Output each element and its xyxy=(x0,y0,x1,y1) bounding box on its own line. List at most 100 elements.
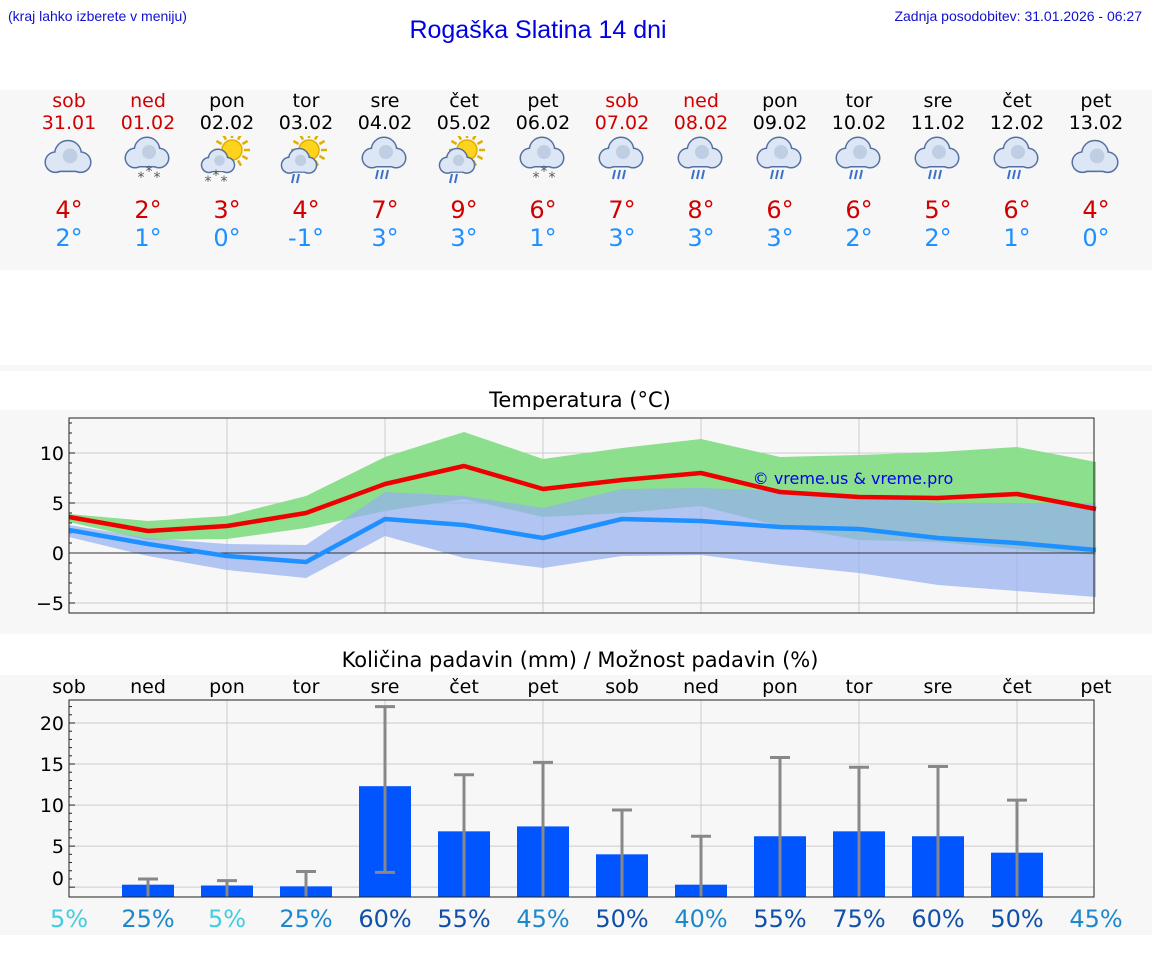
precip-day-label: sob xyxy=(52,676,86,698)
day-name: tor xyxy=(292,90,320,112)
precip-day-label: sre xyxy=(371,676,400,698)
temp-ytick-label: 10 xyxy=(40,443,64,465)
temp-min: 0° xyxy=(1082,224,1110,252)
svg-text:*: * xyxy=(146,164,153,180)
cloud-rain-icon xyxy=(677,136,723,180)
temp-max: 6° xyxy=(1003,196,1031,224)
svg-text:*: * xyxy=(541,164,548,180)
precip-day-label: pet xyxy=(527,676,558,698)
temp-min: 3° xyxy=(450,224,478,252)
precipitation-chart-title: Količina padavin (mm) / Možnost padavin … xyxy=(341,648,819,672)
day-date: 09.02 xyxy=(752,112,808,134)
day-date: 13.02 xyxy=(1068,112,1124,134)
empty-band xyxy=(0,365,1152,371)
svg-text:*: * xyxy=(213,168,220,184)
sun-cloud-snow-icon: * * * xyxy=(200,136,250,190)
day-name: pet xyxy=(527,90,559,112)
cloud-rain-icon xyxy=(835,136,881,180)
precip-probability: 25% xyxy=(121,905,174,933)
day-date: 05.02 xyxy=(436,112,492,134)
day-date: 07.02 xyxy=(594,112,650,134)
precip-day-label: sre xyxy=(924,676,953,698)
precip-day-label: sob xyxy=(605,676,639,698)
temp-max: 2° xyxy=(134,196,162,224)
day-column: tor 03.02 4° -1° xyxy=(266,90,346,252)
day-column: sob 31.01 4° 2° xyxy=(29,90,109,252)
temp-max: 4° xyxy=(55,196,83,224)
cloud-icon xyxy=(44,139,92,174)
temp-min: 3° xyxy=(608,224,636,252)
cloud-rain-icon xyxy=(993,136,1039,180)
precip-day-label: čet xyxy=(449,676,479,698)
temp-ytick-label: 5 xyxy=(52,493,64,515)
svg-text:*: * xyxy=(205,174,212,190)
day-name: ned xyxy=(130,90,166,112)
temp-max: 9° xyxy=(450,196,478,224)
temp-min: 3° xyxy=(371,224,399,252)
temp-max: 3° xyxy=(213,196,241,224)
temp-min: 2° xyxy=(845,224,873,252)
precip-ytick-label: 0 xyxy=(52,868,64,890)
temp-max: 6° xyxy=(766,196,794,224)
day-date: 01.02 xyxy=(120,112,176,134)
day-name: tor xyxy=(845,90,873,112)
temp-min: 3° xyxy=(766,224,794,252)
page-title: Rogaška Slatina 14 dni xyxy=(409,16,667,44)
day-column: pon 09.02 6° 3° xyxy=(740,90,820,252)
day-date: 11.02 xyxy=(910,112,966,134)
svg-text:*: * xyxy=(221,174,228,190)
day-name: sre xyxy=(923,90,953,112)
day-column: ned 08.02 8° 3° xyxy=(661,90,741,252)
precip-probability: 75% xyxy=(832,905,885,933)
temp-ytick-label: 0 xyxy=(52,543,64,565)
precip-probability: 60% xyxy=(358,905,411,933)
temp-min: 1° xyxy=(1003,224,1031,252)
day-date: 03.02 xyxy=(278,112,334,134)
precip-day-label: čet xyxy=(1002,676,1032,698)
temp-max: 6° xyxy=(845,196,873,224)
precip-probability: 55% xyxy=(437,905,490,933)
day-name: ned xyxy=(683,90,719,112)
day-date: 04.02 xyxy=(357,112,413,134)
day-column: tor 10.02 6° 2° xyxy=(819,90,899,252)
precip-probability: 40% xyxy=(674,905,727,933)
precip-probability: 50% xyxy=(990,905,1043,933)
cloud-snow-icon: * * * xyxy=(124,136,170,186)
temp-ytick-label: −5 xyxy=(36,593,64,615)
day-column: pet 13.02 4° 0° xyxy=(1056,90,1136,252)
temp-min: 3° xyxy=(687,224,715,252)
day-column: čet 05.02 9° 3° xyxy=(424,90,504,252)
day-name: sob xyxy=(52,90,86,112)
cloud-rain-icon xyxy=(756,136,802,180)
precip-ytick-label: 15 xyxy=(40,754,64,776)
watermark: © vreme.us & vreme.pro xyxy=(753,469,954,488)
precip-probability: 50% xyxy=(595,905,648,933)
precip-plot-frame xyxy=(68,699,1095,898)
day-name: pon xyxy=(762,90,798,112)
cloud-rain-icon xyxy=(361,136,407,180)
last-updated: Zadnja posodobitev: 31.01.2026 - 06:27 xyxy=(894,8,1142,24)
precip-day-label: tor xyxy=(293,676,320,698)
precip-day-label: pet xyxy=(1080,676,1111,698)
tmin-range-band xyxy=(69,488,1096,597)
precip-probability: 60% xyxy=(911,905,964,933)
precip-ytick-label: 5 xyxy=(52,836,64,858)
precip-probability: 55% xyxy=(753,905,806,933)
precip-probability: 5% xyxy=(50,905,88,933)
temp-min: 2° xyxy=(55,224,83,252)
tmax-line xyxy=(68,463,1097,534)
day-name: sob xyxy=(605,90,639,112)
day-column: ned 01.02 * * * 2° 1° xyxy=(108,90,188,252)
cloud-icon xyxy=(1071,139,1119,174)
cloud-rain-icon xyxy=(598,136,644,180)
day-column: sre 04.02 7° 3° xyxy=(345,90,425,252)
svg-text:*: * xyxy=(154,170,161,186)
day-column: sob 07.02 7° 3° xyxy=(582,90,662,252)
tmin-line xyxy=(68,516,1097,565)
temp-max: 4° xyxy=(292,196,320,224)
day-column: pon 02.02 * * * 3° 0° xyxy=(187,90,267,252)
sun-cloud-rain-icon xyxy=(438,136,485,184)
location-hint: (kraj lahko izberete v meniju) xyxy=(8,8,187,24)
precip-probability: 45% xyxy=(516,905,569,933)
precip-day-label: ned xyxy=(683,676,719,698)
